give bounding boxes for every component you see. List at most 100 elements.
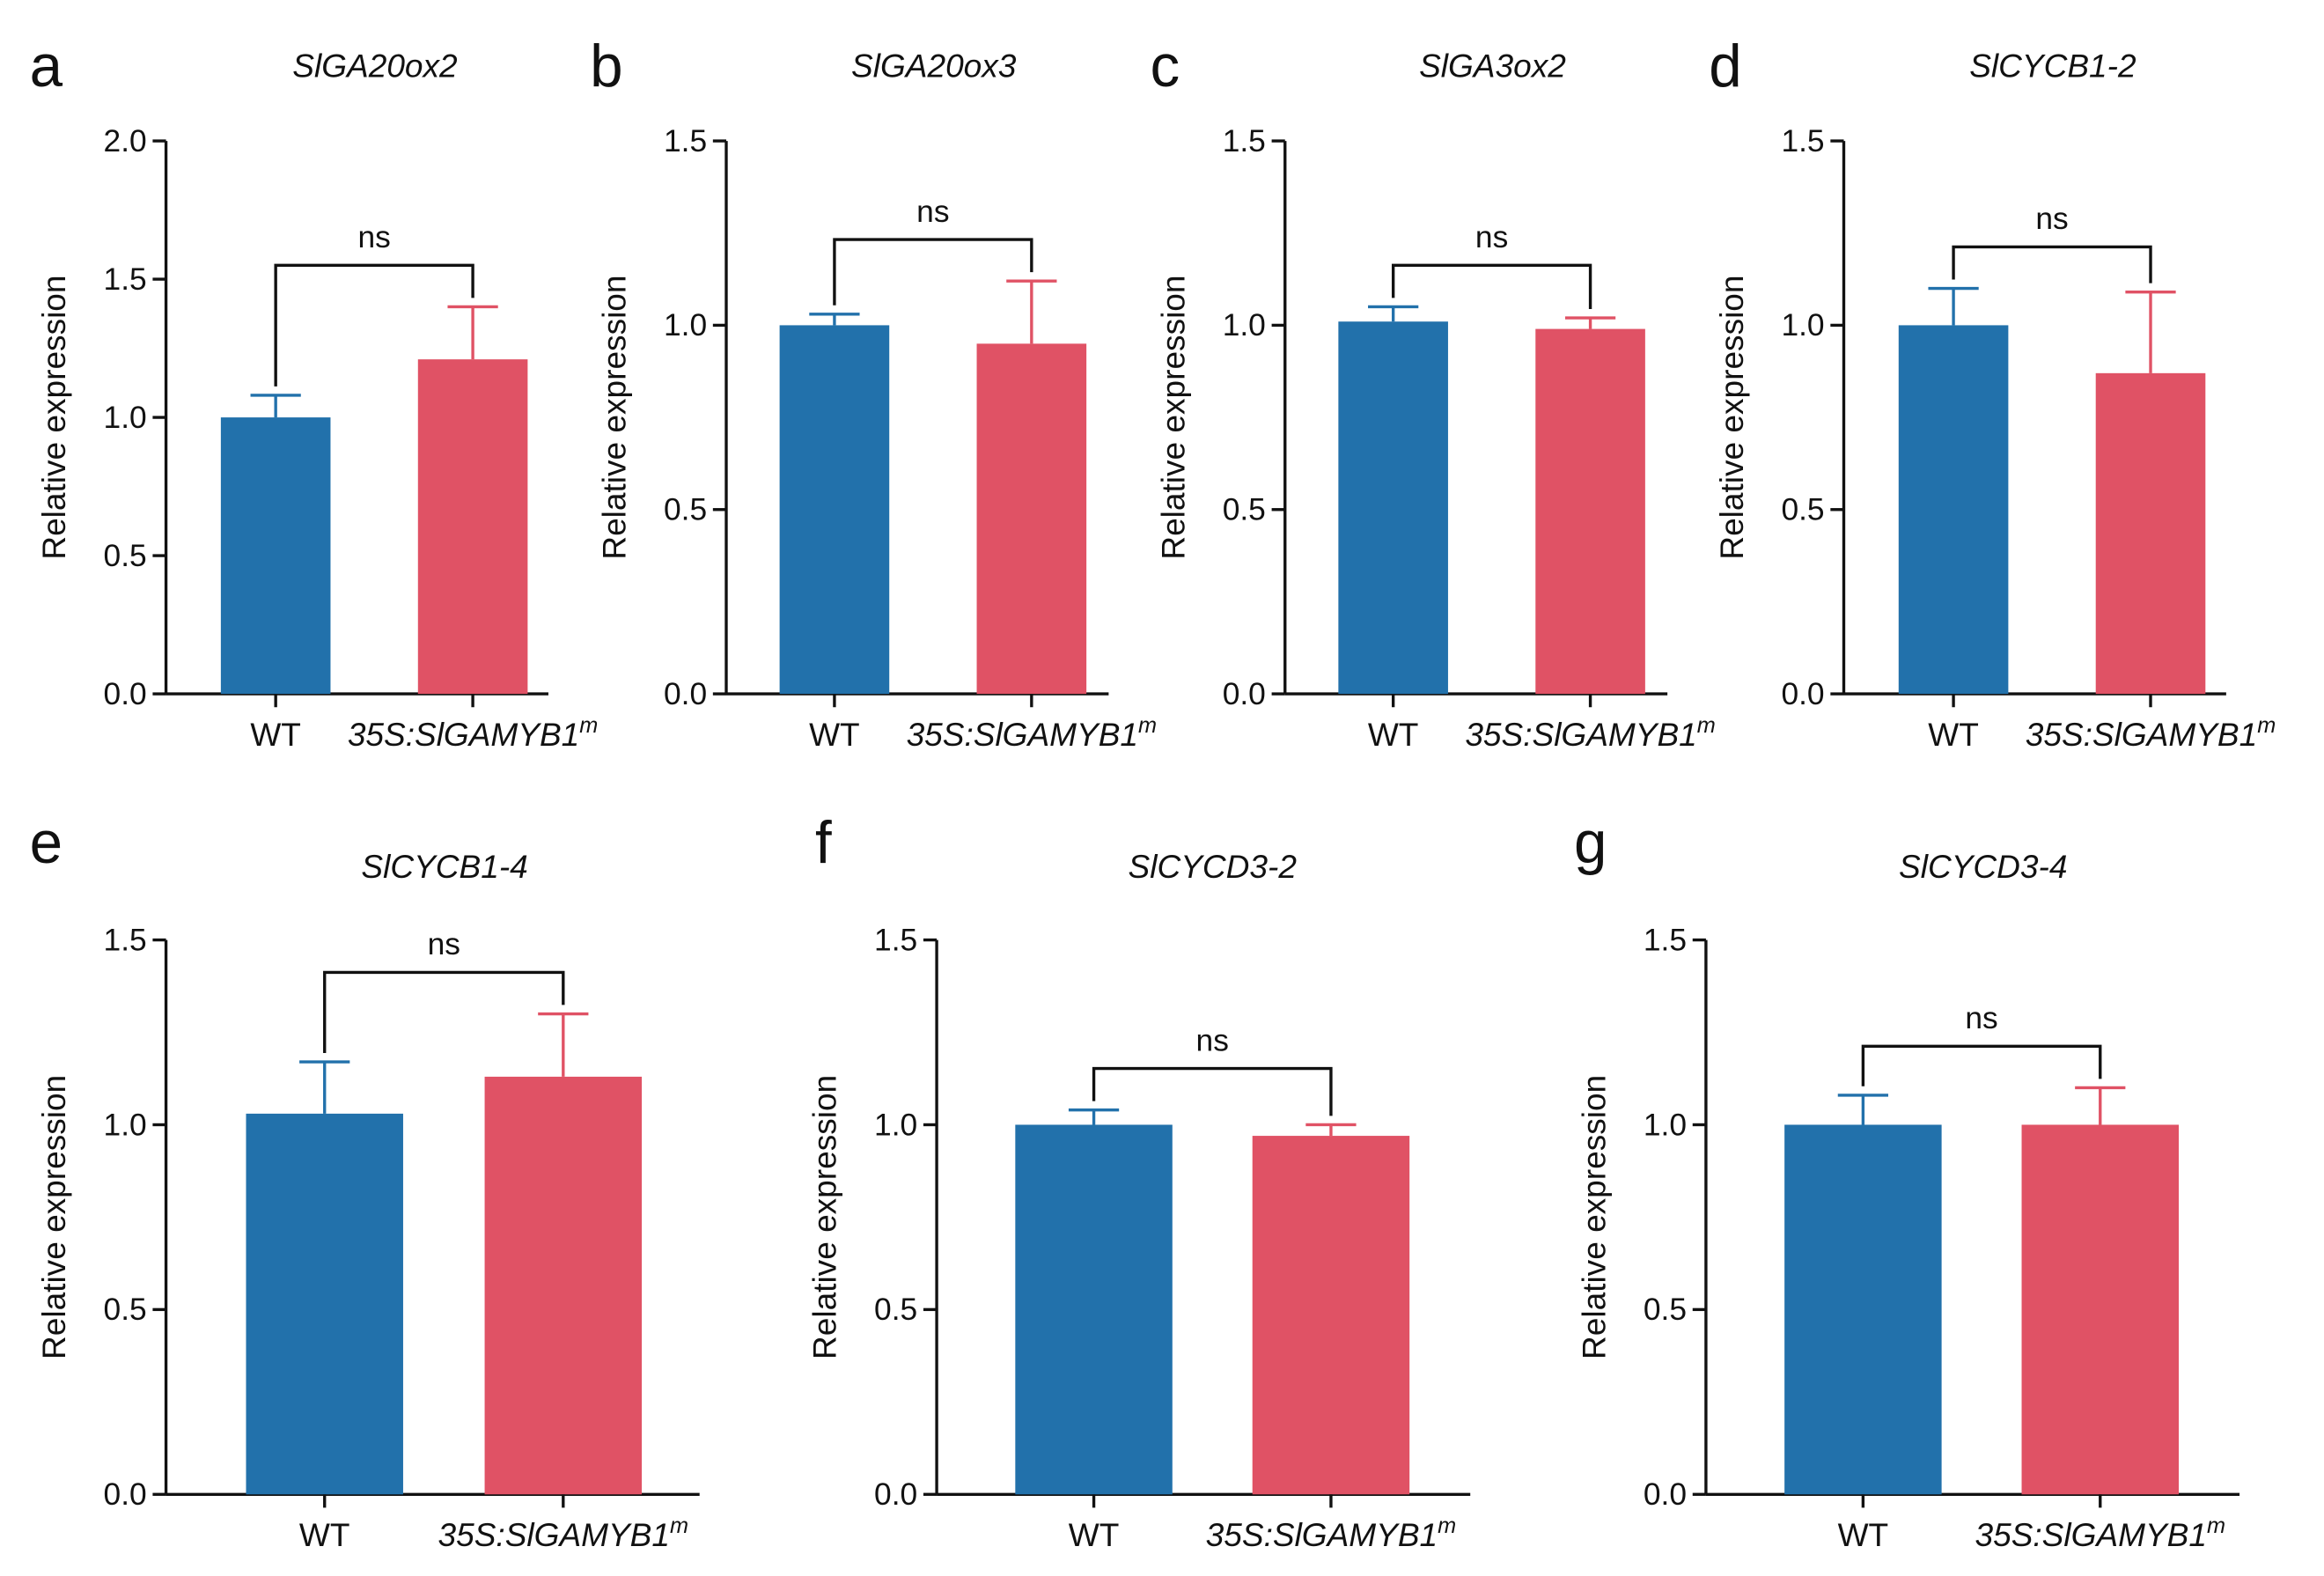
y-tick-label: 0.5 — [874, 1292, 917, 1327]
mutant-label-superscript: m — [579, 713, 598, 738]
bar-mutant — [1252, 1136, 1410, 1495]
panel-title: SlGA20ox3 — [851, 48, 1017, 85]
bar-wt — [1338, 321, 1448, 695]
mutant-label: 35S:SlGAMYB1 — [1465, 716, 1696, 753]
y-tick-label: 1.0 — [1644, 1108, 1687, 1142]
panel-letter: f — [815, 810, 832, 876]
x-tick-label-mutant: 35S:SlGAMYB1m — [1465, 713, 1716, 753]
significance-label: ns — [1475, 220, 1508, 254]
y-tick-label: 1.5 — [1644, 923, 1687, 957]
bar-wt — [779, 325, 890, 695]
panel-b: b SlGA20ox3 0.0 0.5 1.0 1.5 Relative expressio… — [590, 33, 1157, 753]
significance-label: ns — [1196, 1023, 1229, 1057]
panel-f: f SlCYCD3-2 0.0 0.5 1.0 1.5 Relative expressio… — [806, 810, 1471, 1553]
y-tick-label: 0.0 — [104, 677, 147, 711]
y-tick-label: 1.0 — [1781, 308, 1824, 342]
panel-title: SlGA20ox2 — [292, 48, 458, 85]
mutant-label: 35S:SlGAMYB1 — [1206, 1516, 1438, 1553]
significance-bracket — [1092, 1066, 1333, 1116]
bar-wt — [246, 1113, 403, 1495]
y-tick-label: 1.5 — [664, 124, 707, 158]
panel-c: c SlGA3ox2 0.0 0.5 1.0 1.5 Relative expression… — [1151, 33, 1716, 753]
panel-title: SlGA3ox2 — [1419, 48, 1566, 85]
bar-mutant — [2021, 1124, 2179, 1495]
y-axis-label: Relative expression — [1154, 276, 1191, 560]
y-tick-label: 1.5 — [104, 262, 147, 297]
y-tick-label: 1.0 — [874, 1108, 917, 1142]
y-tick-label: 0.5 — [1644, 1292, 1687, 1327]
y-tick-label: 1.0 — [104, 401, 147, 435]
x-tick-label-wt: WT — [1838, 1516, 1889, 1553]
bar-mutant — [484, 1076, 643, 1495]
y-tick-label: 0.5 — [1781, 493, 1824, 527]
y-tick-label: 1.5 — [1223, 124, 1266, 158]
mutant-label: 35S:SlGAMYB1 — [907, 716, 1138, 753]
y-axis-label: Relative expression — [1713, 276, 1750, 560]
mutant-label: 35S:SlGAMYB1 — [348, 716, 579, 753]
x-tick-label-wt: WT — [1928, 716, 1979, 753]
y-tick-label: 0.5 — [104, 1292, 147, 1327]
y-tick-label: 0.0 — [1644, 1477, 1687, 1512]
x-tick-label-wt: WT — [299, 1516, 350, 1553]
mutant-label: 35S:SlGAMYB1 — [438, 1516, 670, 1553]
y-tick-label: 1.0 — [664, 308, 707, 342]
y-axis-label: Relative expression — [596, 276, 633, 560]
x-tick-label-mutant: 35S:SlGAMYB1m — [907, 713, 1157, 753]
y-axis-label: Relative expression — [35, 1075, 72, 1359]
x-tick-label-wt: WT — [1069, 1516, 1120, 1553]
y-tick-label: 1.5 — [1781, 124, 1824, 158]
mutant-label-superscript: m — [1438, 1513, 1456, 1538]
x-tick-label-wt: WT — [250, 716, 301, 753]
y-tick-label: 0.0 — [104, 1477, 147, 1512]
panel-g: g SlCYCD3-4 0.0 0.5 1.0 1.5 Relative expressio… — [1574, 810, 2240, 1553]
bar-mutant — [976, 343, 1087, 695]
y-tick-label: 0.0 — [1781, 677, 1824, 711]
mutant-label-superscript: m — [2207, 1513, 2225, 1538]
y-tick-label: 2.0 — [104, 124, 147, 158]
y-tick-label: 1.5 — [874, 923, 917, 957]
mutant-label-superscript: m — [670, 1513, 688, 1538]
bar-mutant — [417, 359, 528, 695]
y-tick-label: 1.0 — [104, 1108, 147, 1142]
mutant-label: 35S:SlGAMYB1 — [2026, 716, 2257, 753]
panel-letter: e — [30, 810, 63, 876]
panel-letter: g — [1574, 810, 1607, 876]
y-tick-label: 1.0 — [1223, 308, 1266, 342]
y-tick-label: 0.0 — [1223, 677, 1266, 711]
significance-bracket — [833, 238, 1033, 306]
panel-letter: d — [1709, 33, 1741, 99]
y-axis-label: Relative expression — [806, 1075, 843, 1359]
y-tick-label: 0.0 — [664, 677, 707, 711]
mutant-label-superscript: m — [2257, 713, 2276, 738]
significance-label: ns — [2035, 202, 2068, 236]
mutant-label-superscript: m — [1138, 713, 1157, 738]
significance-label: ns — [916, 195, 949, 229]
bar-mutant — [1535, 328, 1645, 695]
y-axis-label: Relative expression — [1575, 1075, 1612, 1359]
significance-label: ns — [1965, 1001, 1997, 1035]
mutant-label-superscript: m — [1697, 713, 1716, 738]
x-tick-label-wt: WT — [809, 716, 860, 753]
y-axis-label: Relative expression — [35, 276, 72, 560]
panel-title: SlCYCB1-4 — [361, 848, 527, 885]
panel-letter: a — [30, 33, 63, 99]
x-tick-label-wt: WT — [1368, 716, 1419, 753]
significance-bracket — [1952, 245, 2152, 284]
panel-d: d SlCYCB1-2 0.0 0.5 1.0 1.5 Relative expressio… — [1709, 33, 2276, 753]
x-tick-label-mutant: 35S:SlGAMYB1m — [438, 1513, 689, 1553]
panel-title: SlCYCD3-2 — [1129, 848, 1298, 885]
panel-title: SlCYCB1-2 — [1969, 48, 2136, 85]
panel-title: SlCYCD3-4 — [1899, 848, 2067, 885]
bar-wt — [220, 417, 331, 695]
y-tick-label: 1.5 — [104, 923, 147, 957]
x-tick-label-mutant: 35S:SlGAMYB1m — [348, 713, 599, 753]
significance-label: ns — [357, 220, 390, 254]
significance-bracket — [1861, 1044, 2102, 1086]
significance-bracket — [1391, 263, 1592, 309]
significance-bracket — [274, 263, 474, 387]
bar-wt — [1015, 1124, 1173, 1495]
panel-e: e SlCYCB1-4 0.0 0.5 1.0 1.5 Relative expressio… — [30, 810, 700, 1553]
x-tick-label-mutant: 35S:SlGAMYB1m — [1975, 1513, 2226, 1553]
y-tick-label: 0.5 — [104, 539, 147, 573]
